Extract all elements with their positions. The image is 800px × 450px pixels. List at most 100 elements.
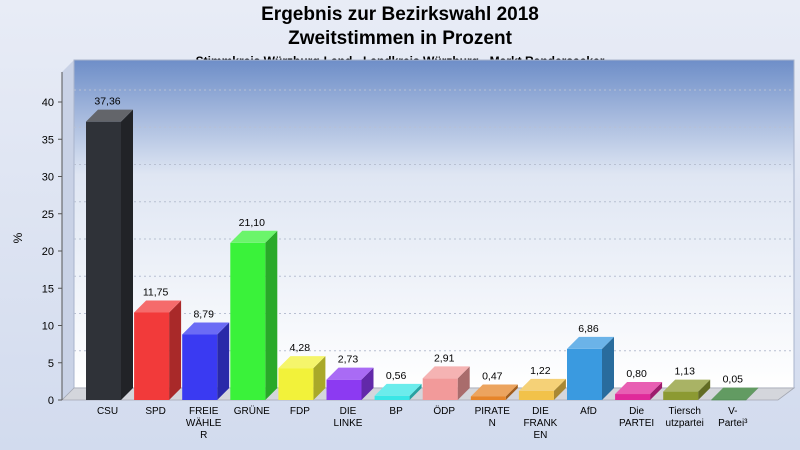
bar-front (567, 348, 602, 400)
bar-top (182, 322, 230, 335)
y-tick-label: 35 (42, 134, 54, 146)
bar-front (470, 396, 506, 400)
bar-value-label: 21,10 (239, 217, 265, 229)
bar-side (746, 387, 759, 400)
bar-front (663, 391, 699, 400)
y-tick-label: 30 (42, 172, 54, 184)
bar-side (217, 322, 230, 400)
bar-value-label: 2,73 (338, 354, 359, 366)
x-tick-label: utzpartei (666, 418, 704, 429)
x-tick-label: EN (533, 430, 547, 441)
bar-side (409, 383, 422, 400)
x-tick-label: GRÜNE (234, 405, 270, 417)
bar-piraten (470, 384, 518, 400)
bar-value-label: 1,22 (530, 365, 551, 377)
bar-bp (374, 383, 422, 400)
bar-freiewähler (182, 322, 230, 400)
bar-side (169, 300, 182, 400)
x-tick-label: PIRATE (475, 406, 511, 417)
bar-front (86, 121, 121, 400)
x-tick-label: N (489, 418, 496, 429)
x-tick-label: AfD (580, 406, 597, 417)
bar-value-label: 8,79 (193, 309, 214, 321)
x-tick-label: CSU (97, 406, 118, 417)
bar-front (374, 395, 410, 400)
bar-diefranken (518, 378, 566, 400)
y-tick-label: 5 (48, 358, 54, 370)
bar-ödp (422, 366, 470, 400)
y-tick-label: 25 (42, 209, 54, 221)
bar-front (134, 312, 170, 400)
bar-value-label: 0,56 (386, 370, 407, 382)
bar-top (422, 366, 470, 379)
x-tick-label: Die (629, 406, 644, 417)
bar-side (121, 109, 133, 400)
bar-value-label: 0,47 (482, 370, 503, 382)
chart-title: Ergebnis zur Bezirkswahl 2018 (261, 4, 539, 25)
bar-csu (86, 109, 133, 400)
bar-front (422, 378, 458, 400)
bar-afd (567, 336, 614, 400)
plot-back-wall (74, 60, 794, 388)
x-tick-label: LINKE (334, 418, 363, 429)
bar-side (698, 379, 711, 400)
x-tick-label: ÖDP (433, 405, 455, 417)
bar-front (278, 368, 314, 400)
x-tick-label: SPD (145, 406, 166, 417)
bar-top (326, 367, 374, 380)
x-tick-label: DIE (532, 406, 549, 417)
bar-value-label: 2,91 (434, 352, 455, 364)
bar-side (602, 336, 614, 400)
x-tick-label: BP (389, 406, 403, 417)
bar-front (518, 390, 554, 400)
bar-side (361, 367, 374, 400)
bar-grüne (230, 230, 278, 400)
bar-side (553, 378, 566, 400)
bar-dielinke (326, 367, 374, 400)
y-tick-label: 40 (42, 97, 54, 109)
plot-side-wall (62, 60, 74, 400)
bar-top (615, 382, 663, 395)
bar-front (182, 334, 218, 400)
bar-top (230, 230, 278, 243)
y-tick-label: 20 (42, 246, 54, 258)
x-tick-label: FREIE (189, 406, 219, 417)
bar-spd (134, 300, 182, 400)
x-tick-label: R (200, 430, 207, 441)
bar-side (505, 384, 518, 400)
x-tick-label: PARTEI (619, 418, 654, 429)
x-tick-label: V- (728, 406, 737, 417)
bar-front (230, 242, 266, 400)
bar-fdp (278, 356, 326, 400)
bar-top (663, 379, 711, 392)
bar-top (374, 383, 422, 396)
bar-value-label: 1,13 (674, 366, 695, 378)
bar-top (711, 387, 759, 400)
bar-front (615, 394, 651, 400)
x-tick-label: Partei³ (718, 418, 748, 429)
x-tick-label: WÄHLE (186, 417, 222, 429)
x-tick-label: FDP (290, 406, 310, 417)
chart-title-line-2: Zweitstimmen in Prozent (288, 28, 512, 49)
bar-top (518, 378, 566, 391)
bar-top (567, 336, 614, 349)
x-tick-label: DIE (340, 406, 357, 417)
bar-side (265, 230, 278, 400)
x-tick-label: FRANK (523, 418, 557, 429)
bar-top (470, 384, 518, 397)
bar-value-label: 6,86 (578, 323, 599, 335)
bar-side (457, 366, 470, 400)
bar-front (326, 379, 362, 400)
bar-side (650, 382, 663, 400)
y-tick-label: 0 (48, 395, 54, 407)
bar-value-label: 11,75 (143, 286, 169, 298)
bar-value-label: 4,28 (290, 342, 311, 354)
bar-diepartei (615, 382, 663, 400)
bar-value-label: 37,36 (94, 96, 120, 108)
bar-top (86, 109, 133, 122)
y-axis-label: % (11, 232, 25, 243)
bar-tierschutzpartei (663, 379, 711, 400)
bar-v-partei³ (711, 387, 759, 401)
bar-side (313, 356, 326, 400)
